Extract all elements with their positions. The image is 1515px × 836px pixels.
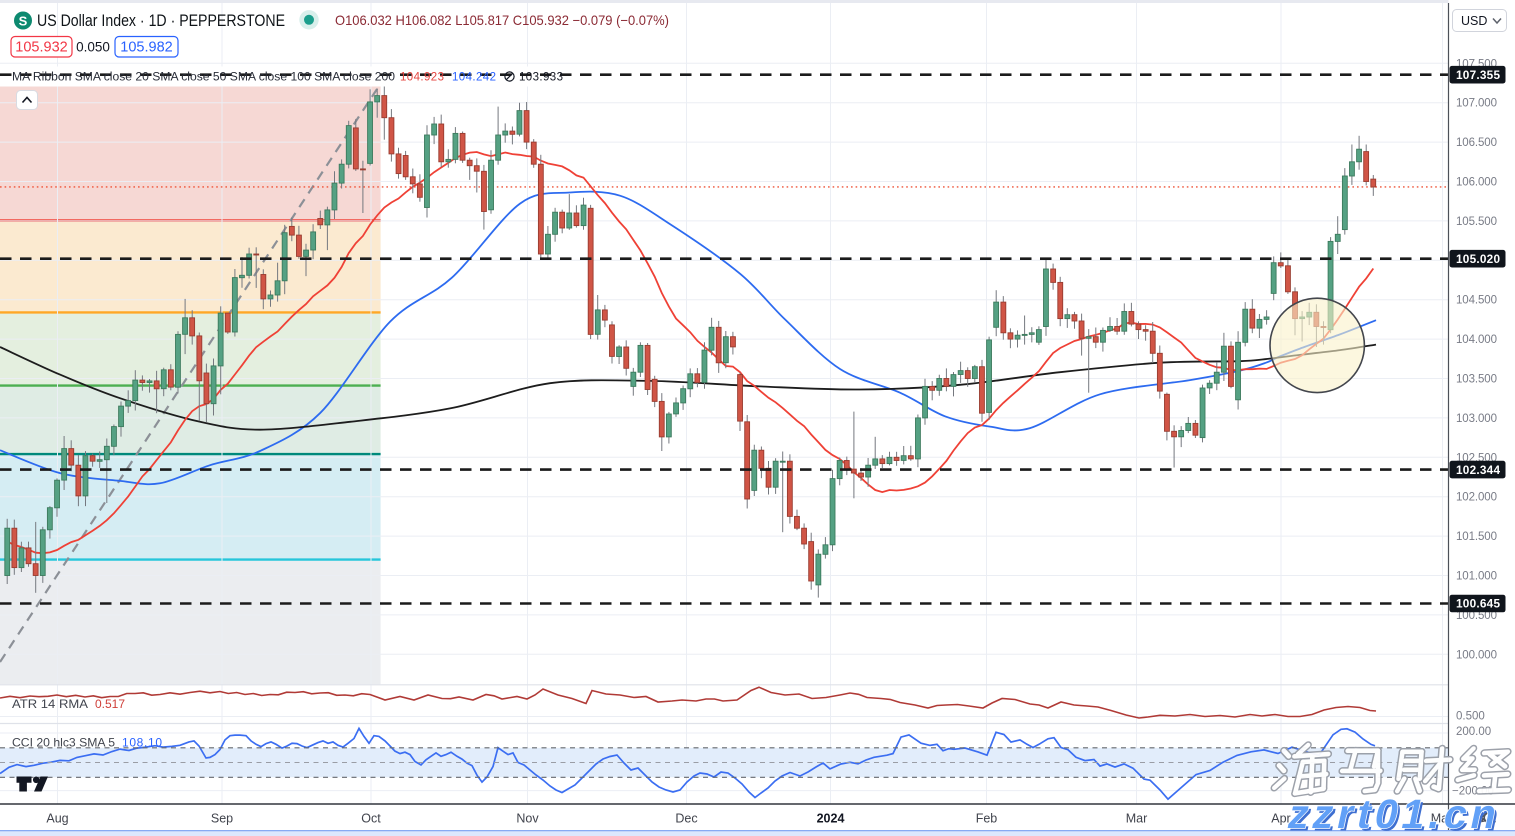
svg-text:106.000: 106.000 (1456, 177, 1497, 189)
svg-text:MA Ribbon SMA close 20 SMA clo: MA Ribbon SMA close 20 SMA close 50 SMA … (12, 72, 395, 84)
svg-text:Oct: Oct (361, 812, 381, 826)
svg-text:Apr: Apr (1271, 812, 1290, 826)
svg-text:2024: 2024 (817, 812, 845, 826)
svg-text:105.932: 105.932 (15, 40, 67, 56)
svg-text:Feb: Feb (976, 812, 998, 826)
svg-text:Mar: Mar (1126, 812, 1148, 826)
svg-text:S: S (19, 14, 28, 29)
svg-text:101.500: 101.500 (1456, 531, 1497, 543)
svg-text:101.000: 101.000 (1456, 571, 1497, 583)
svg-text:107.355: 107.355 (1456, 68, 1500, 82)
svg-text:102.000: 102.000 (1456, 492, 1497, 504)
svg-text:USD: USD (1461, 14, 1487, 28)
svg-text:104.242: 104.242 (452, 72, 496, 84)
svg-text:105.020: 105.020 (1456, 252, 1500, 266)
svg-text:103.933: 103.933 (519, 72, 563, 84)
svg-text:106.500: 106.500 (1456, 137, 1497, 149)
svg-text:200.00: 200.00 (1456, 726, 1491, 738)
svg-text:105.982: 105.982 (120, 40, 172, 56)
svg-text:103.500: 103.500 (1456, 374, 1497, 386)
svg-text:108.10: 108.10 (122, 736, 162, 750)
svg-text:Aug: Aug (46, 812, 68, 826)
svg-text:zzrt01.cn: zzrt01.cn (1284, 790, 1505, 836)
svg-text:May: May (1431, 812, 1455, 826)
svg-text:100.000: 100.000 (1456, 649, 1497, 661)
svg-text:CCI 20 hlc3 SMA 5: CCI 20 hlc3 SMA 5 (12, 736, 115, 750)
svg-text:Dec: Dec (675, 812, 697, 826)
svg-text:103.000: 103.000 (1456, 413, 1497, 425)
svg-text:O106.032 H106.082 L105.817 C10: O106.032 H106.082 L105.817 C105.932 −0.0… (335, 12, 669, 28)
svg-text:Nov: Nov (516, 812, 539, 826)
svg-text:107.000: 107.000 (1456, 98, 1497, 110)
svg-text:104.500: 104.500 (1456, 295, 1497, 307)
svg-text:ATR 14 RMA: ATR 14 RMA (12, 697, 88, 711)
svg-text:0.517: 0.517 (95, 697, 125, 711)
svg-text:US Dollar Index · 1D · PEPPERS: US Dollar Index · 1D · PEPPERSTONE (37, 12, 285, 30)
svg-text:102.344: 102.344 (1456, 463, 1500, 477)
svg-text:104.000: 104.000 (1456, 334, 1497, 346)
svg-text:105.500: 105.500 (1456, 216, 1497, 228)
svg-text:100.500: 100.500 (1456, 610, 1497, 622)
svg-text:0.500: 0.500 (1456, 711, 1485, 723)
svg-text:Sep: Sep (211, 812, 233, 826)
svg-text:zzrt01.cn: zzrt01.cn (1287, 793, 1508, 836)
svg-text:100.645: 100.645 (1456, 597, 1500, 611)
svg-text:0.050: 0.050 (76, 40, 110, 55)
svg-text:104.923: 104.923 (400, 72, 444, 84)
